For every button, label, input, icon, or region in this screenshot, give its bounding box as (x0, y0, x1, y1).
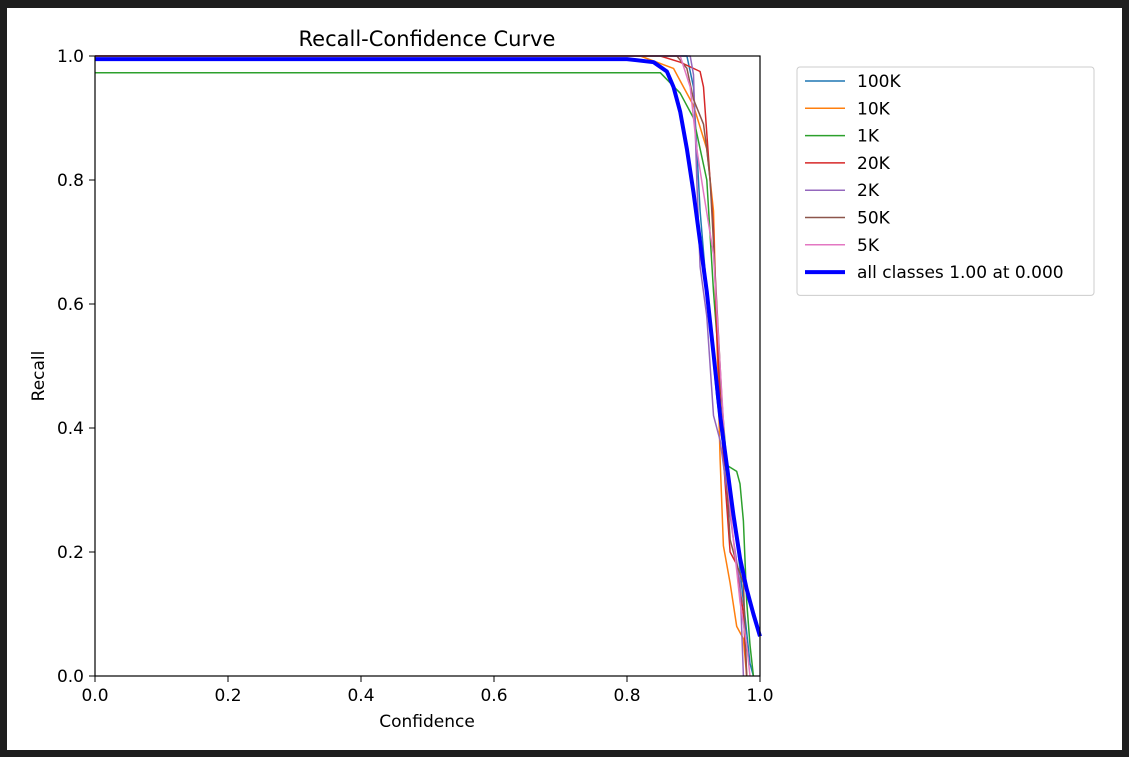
series-line-3 (95, 55, 748, 677)
y-tick-label: 0.0 (57, 667, 84, 687)
legend-label: 50K (857, 209, 891, 229)
figure-canvas: Recall-Confidence Curve Confidence Recal… (7, 8, 1122, 750)
legend-box (796, 66, 1095, 296)
legend-label: 20K (857, 154, 891, 174)
recall-confidence-chart: Recall-Confidence Curve Confidence Recal… (29, 27, 1095, 732)
y-tick-label: 0.2 (57, 543, 84, 563)
legend-label: all classes 1.00 at 0.000 (857, 263, 1064, 283)
plot-area-frame (94, 55, 761, 677)
legend-label: 100K (857, 72, 901, 92)
x-tick-label: 0.4 (347, 686, 374, 706)
y-tick-label: 0.4 (57, 419, 84, 439)
x-tick-label: 0.8 (613, 686, 640, 706)
axis-ticks: 0.0 0.2 0.4 0.6 0.8 1.0 0.0 0.2 0.4 0.6 0.8 1.0 (57, 47, 774, 706)
series-line-4 (95, 55, 745, 677)
x-axis-label: Confidence (379, 712, 475, 732)
series-line-1 (95, 55, 748, 677)
y-tick-label: 0.6 (57, 295, 84, 315)
y-tick-label: 1.0 (57, 47, 84, 67)
legend-label: 1K (857, 127, 880, 147)
series-line-2 (95, 71, 755, 677)
series-line-0 (95, 55, 755, 677)
x-tick-label: 1.0 (746, 686, 773, 706)
legend-label: 2K (857, 181, 880, 201)
chart-title: Recall-Confidence Curve (299, 27, 556, 51)
series-line-7 (95, 57, 762, 637)
series-line-5 (95, 55, 748, 677)
y-tick-label: 0.8 (57, 171, 84, 191)
x-tick-label: 0.2 (214, 686, 241, 706)
x-tick-label: 0.6 (480, 686, 507, 706)
y-axis-label: Recall (29, 351, 49, 402)
series-line-6 (95, 55, 751, 677)
legend: 100K 10K 1K 20K 2K 50K 5K all classes 1.00 at 0… (796, 66, 1095, 296)
plot-lines (95, 55, 762, 677)
legend-label: 10K (857, 99, 891, 119)
x-tick-label: 0.0 (81, 686, 108, 706)
legend-label: 5K (857, 236, 880, 256)
